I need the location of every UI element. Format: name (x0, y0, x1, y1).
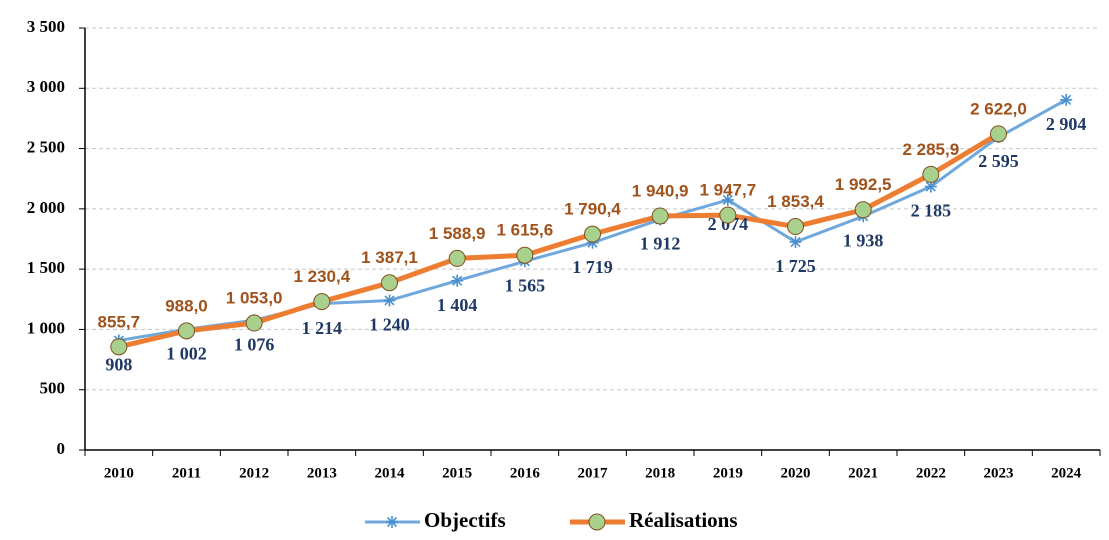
x-tick-label: 2024 (1051, 465, 1082, 481)
value-label: 2 904 (1046, 114, 1087, 134)
x-tick-label: 2020 (781, 465, 811, 481)
value-label: 2 185 (911, 201, 952, 221)
point-marker (584, 225, 601, 243)
y-tick-label: 1 000 (27, 318, 65, 337)
x-tick-label: 2011 (172, 465, 201, 481)
x-tick-label: 2014 (375, 465, 406, 481)
y-tick-label: 3 000 (27, 77, 65, 96)
point-marker (178, 322, 195, 340)
value-label: 1 947,7 (699, 181, 756, 200)
value-label: 2 595 (978, 151, 1019, 171)
value-label: 2 285,9 (902, 140, 959, 159)
point-marker (719, 206, 737, 224)
x-tick-label: 2023 (984, 465, 1014, 481)
value-label: 1 053,0 (226, 289, 283, 308)
value-label: 1 615,6 (496, 221, 553, 240)
x-tick-label: 2021 (848, 465, 878, 481)
value-label: 1 230,4 (293, 267, 350, 286)
point-marker (922, 165, 940, 183)
value-label: 1 588,9 (429, 224, 486, 243)
point-marker (448, 249, 466, 267)
value-label: 1 912 (640, 234, 681, 254)
value-label: 2 074 (708, 214, 749, 234)
value-label: 908 (105, 355, 132, 375)
value-label: 1 387,1 (361, 248, 418, 267)
y-tick-label: 1 500 (27, 258, 65, 277)
value-label: 855,7 (98, 312, 141, 331)
x-tick-label: 2016 (510, 465, 541, 481)
x-tick-label: 2013 (307, 465, 337, 481)
point-marker (451, 274, 464, 287)
point-marker (313, 293, 331, 311)
point-marker (516, 246, 534, 264)
value-label: 1 565 (505, 275, 546, 295)
x-tick-label: 2015 (442, 465, 472, 481)
y-tick-label: 0 (57, 439, 66, 458)
legend-item: Objectifs (365, 508, 506, 532)
marker-stroke (790, 236, 801, 248)
value-label: 1 992,5 (835, 175, 892, 194)
y-tick-label: 3 500 (27, 17, 65, 36)
x-tick-label: 2010 (104, 465, 134, 481)
x-tick-label: 2017 (578, 465, 609, 481)
value-label: 1 938 (843, 230, 884, 250)
x-tick-label: 2022 (916, 465, 946, 481)
value-label: 1 853,4 (767, 192, 824, 211)
point-marker (651, 207, 669, 225)
marker-stroke (384, 295, 395, 306)
x-tick-label: 2018 (645, 465, 675, 481)
value-label: 1 725 (775, 256, 816, 276)
value-label: 1 214 (302, 318, 343, 338)
y-tick-label: 2 500 (27, 137, 65, 156)
x-tick-label: 2012 (239, 465, 269, 481)
marker-stroke (722, 194, 733, 206)
point-marker (1060, 93, 1073, 106)
point-marker (854, 201, 872, 219)
point-marker (789, 236, 802, 249)
value-label: 1 002 (166, 343, 207, 363)
marker-stroke (925, 181, 936, 192)
point-marker (245, 314, 263, 332)
point-marker (110, 338, 128, 356)
x-tick-label: 2019 (713, 465, 743, 481)
point-marker (381, 274, 398, 292)
value-label: 2 622,0 (970, 99, 1027, 118)
value-label: 1 404 (437, 295, 478, 315)
point-marker (721, 193, 734, 206)
point-marker (787, 218, 804, 236)
point-marker (990, 125, 1007, 143)
value-label: 1 076 (234, 334, 275, 354)
point-marker (383, 294, 396, 307)
legend-label: Objectifs (424, 508, 506, 532)
marker-stroke (452, 275, 463, 286)
series-line (118, 131, 1000, 350)
value-label: 988,0 (165, 296, 208, 315)
marker-stroke (1061, 94, 1072, 105)
value-label: 1 790,4 (564, 200, 621, 219)
y-tick-label: 2 000 (27, 198, 65, 217)
legend-item: Réalisations (570, 508, 738, 532)
value-label: 1 940,9 (632, 181, 689, 200)
legend-label: Réalisations (629, 508, 738, 532)
y-tick-label: 500 (40, 379, 66, 398)
marker-stroke (386, 516, 398, 528)
value-label: 1 240 (369, 315, 410, 335)
legend-marker (588, 513, 606, 531)
value-label: 1 719 (572, 257, 613, 277)
